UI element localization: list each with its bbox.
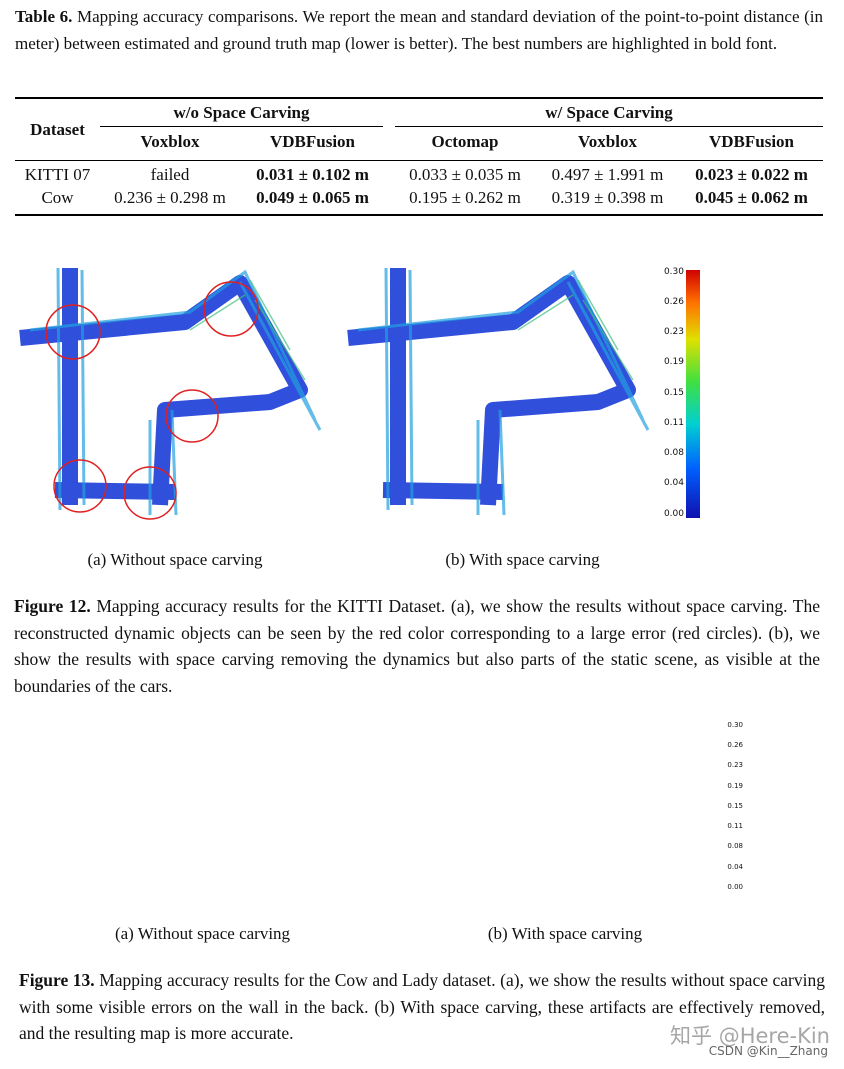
subcaption-text: With space carving: [469, 550, 600, 569]
colorbar-tick-label: 0.26: [727, 741, 743, 750]
table-caption: Table 6. Mapping accuracy comparisons. W…: [15, 4, 823, 57]
subcaption: (a) Without space carving: [30, 924, 375, 944]
colorbar-tick-label: 0.23: [727, 761, 743, 770]
table-cell: 0.319 ± 0.398 m: [551, 188, 664, 207]
header-group: w/o Space Carving: [173, 103, 310, 122]
table-cell: 0.033 ± 0.035 m: [409, 165, 521, 184]
colorbar-tick-label: 0.26: [663, 296, 684, 307]
header-cell: Dataset: [30, 120, 85, 139]
colorbar-tick-label: 0.00: [663, 508, 684, 519]
colorbar-tick-label: 0.08: [663, 448, 684, 459]
subcaption: (b) With space carving: [355, 550, 690, 570]
colorbar-tick-label: 0.04: [727, 862, 743, 871]
colorbar-tick-label: 0.04: [663, 478, 684, 489]
caption-text: Mapping accuracy comparisons. We report …: [15, 7, 823, 53]
caption-text: Mapping accuracy results for the Cow and…: [19, 970, 825, 1043]
rule: [15, 160, 823, 161]
error-circles: [45, 281, 259, 520]
caption-label: Figure 12.: [14, 596, 91, 616]
table-cell: failed: [150, 165, 190, 184]
caption-label: Table 6.: [15, 7, 73, 26]
colorbar-tick-label: 0.11: [727, 822, 743, 831]
subcaption-text: Without space carving: [137, 924, 291, 943]
subcaption: (a) Without space carving: [15, 550, 335, 570]
colorbar: [686, 270, 700, 518]
rule: [15, 97, 823, 99]
subcaption: (b) With space carving: [410, 924, 720, 944]
colorbar-tick-label: 0.30: [663, 266, 684, 277]
rule: [100, 126, 383, 127]
colorbar-tick-label: 0.23: [663, 327, 684, 338]
figure-caption: Figure 13. Mapping accuracy results for …: [19, 967, 825, 1047]
header-cell: VDBFusion: [269, 132, 356, 151]
colorbar-tick-label: 0.30: [727, 720, 743, 729]
table-cell: 0.045 ± 0.062 m: [695, 188, 808, 207]
subcaption-label: (a): [87, 550, 107, 569]
map-image: [20, 268, 320, 515]
subcaption-label: (a): [114, 924, 134, 943]
table-cell: 0.497 ± 1.991 m: [551, 165, 664, 184]
header-cell: VDBFusion: [708, 132, 795, 151]
table-cell: 0.023 ± 0.022 m: [695, 165, 808, 184]
subcaption-text: Without space carving: [110, 550, 263, 569]
subcaption-text: With space carving: [511, 924, 643, 943]
caption-label: Figure 13.: [19, 970, 95, 990]
colorbar-tick-label: 0.08: [727, 842, 743, 851]
header-cell: Voxblox: [140, 132, 200, 151]
table-cell: KITTI 07: [24, 165, 91, 184]
watermark: CSDN @Kin__Zhang: [708, 1044, 828, 1058]
figure-caption: Figure 12. Mapping accuracy results for …: [14, 593, 820, 699]
header-cell: Octomap: [431, 132, 499, 151]
table-cell: Cow: [41, 188, 74, 207]
table-cell: 0.031 ± 0.102 m: [256, 165, 369, 184]
header-group: w/ Space Carving: [545, 103, 673, 122]
map-image: [348, 268, 648, 515]
subcaption-label: (b): [445, 550, 466, 569]
watermark: 知乎 @Here-Kin: [670, 1024, 830, 1048]
header-cell: Voxblox: [578, 132, 637, 151]
rule: [15, 214, 823, 216]
subcaption-label: (b): [487, 924, 508, 943]
colorbar-tick-label: 0.19: [663, 357, 684, 368]
table-cell: 0.236 ± 0.298 m: [114, 188, 226, 207]
table-cell: 0.049 ± 0.065 m: [256, 188, 369, 207]
rule: [395, 126, 823, 127]
caption-text: Mapping accuracy results for the KITTI D…: [14, 596, 820, 696]
colorbar-tick-label: 0.19: [727, 781, 743, 790]
colorbar-tick-label: 0.11: [663, 417, 684, 428]
colorbar-tick-label: 0.15: [663, 387, 684, 398]
table-cell: 0.195 ± 0.262 m: [409, 188, 521, 207]
colorbar-tick-label: 0.15: [727, 801, 743, 810]
figure12-images: [0, 0, 700, 560]
colorbar-tick-label: 0.00: [727, 882, 743, 891]
